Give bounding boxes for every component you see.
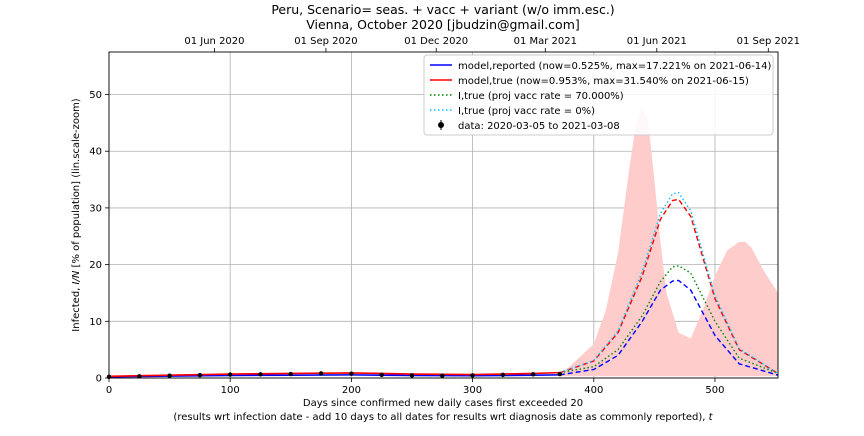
x-tick-label: 300	[463, 385, 482, 396]
top-tick-label: 01 Dec 2020	[404, 36, 468, 47]
data-point	[258, 372, 263, 377]
x-axis-label: Days since confirmed new daily cases fir…	[303, 398, 583, 409]
data-point	[379, 372, 384, 378]
uncertainty-band	[559, 105, 778, 377]
y-tick-label: 0	[96, 374, 102, 385]
data-point	[288, 371, 293, 377]
x-tick-label: 100	[221, 385, 240, 396]
y-tick-label: 20	[89, 260, 102, 271]
series-line-dashed-1	[559, 198, 778, 375]
data-point	[557, 371, 563, 377]
legend: model,reported (now=0.525%, max=17.221% …	[423, 54, 774, 136]
legend-label-true: model,true (now=0.953%, max=31.540% on 2…	[458, 76, 749, 87]
x-tick-label: 200	[342, 385, 361, 396]
top-tick-label: 01 Sep 2021	[737, 36, 800, 47]
x-tick-label: 400	[584, 385, 603, 396]
series-line-dashed-0	[559, 279, 778, 376]
top-tick-label: 01 Jun 2021	[627, 36, 687, 47]
data-point	[440, 373, 445, 378]
y-axis-label: Infected, I/N [% of population] (lin.sca…	[71, 98, 82, 332]
data-point	[409, 373, 415, 378]
chart-subtitle: Vienna, October 2020 [jbudzin@gmail.com]	[306, 17, 580, 32]
data-point	[197, 372, 203, 378]
y-tick-label: 10	[89, 317, 102, 328]
x-axis-sublabel: (results wrt infection date - add 10 day…	[173, 412, 713, 423]
legend-label-vacc70: I,true (proj vacc rate = 70.000%)	[458, 91, 624, 102]
data-point	[349, 371, 354, 376]
y-tick-label: 50	[89, 90, 102, 101]
legend-label-reported: model,reported (now=0.525%, max=17.221% …	[458, 61, 772, 72]
x-tick-label: 500	[705, 385, 724, 396]
data-point	[500, 372, 506, 378]
data-point	[470, 373, 475, 378]
data-point	[227, 372, 233, 377]
chart-title: Peru, Scenario= seas. + vacc + variant (…	[271, 2, 614, 17]
legend-label-vacc0: I,true (proj vacc rate = 0%)	[458, 106, 595, 117]
data-point	[530, 372, 536, 377]
series-line-2	[559, 265, 778, 375]
y-tick-label: 40	[89, 147, 102, 158]
legend-label-data: data: 2020-03-05 to 2021-03-08	[458, 121, 620, 132]
top-tick-label: 01 Sep 2020	[294, 36, 357, 47]
data-point	[167, 373, 172, 378]
data-point	[137, 374, 142, 379]
legend-box	[423, 54, 774, 136]
plot-frame	[108, 51, 779, 379]
x-tick-label: 0	[106, 385, 112, 396]
top-tick-label: 01 Jun 2020	[184, 36, 244, 47]
y-tick-label: 30	[89, 203, 102, 214]
top-tick-label: 01 Mar 2021	[514, 36, 577, 47]
data-point	[318, 371, 324, 376]
